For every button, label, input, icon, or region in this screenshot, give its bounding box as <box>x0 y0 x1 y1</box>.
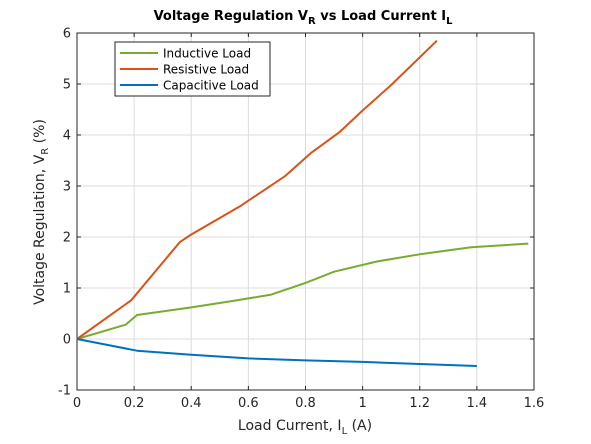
y-axis-label: Voltage Regulation, VR (%) <box>32 119 51 305</box>
x-tick-label: 1.4 <box>467 396 488 411</box>
xlabel-tail: (A) <box>347 418 372 434</box>
xlabel-main: Load Current, I <box>238 418 342 434</box>
legend-label-inductive-load: Inductive Load <box>163 47 251 61</box>
series-lines <box>76 39 529 367</box>
series-line-capacitive-load <box>76 338 477 367</box>
y-tick-label: 4 <box>63 129 71 144</box>
title-sub-l: L <box>446 16 453 27</box>
ylabel-sub: R <box>40 148 51 155</box>
chart-legend: Inductive Load Resistive Load Capacitive L… <box>114 41 271 97</box>
x-tick-label: 0 <box>73 396 81 411</box>
series-line-resistive-load <box>76 39 438 340</box>
x-tick-label: 1.2 <box>409 396 430 411</box>
y-tick-label: 0 <box>63 333 71 348</box>
y-tick-label: -1 <box>58 384 71 399</box>
legend-label-capacitive-load: Capacitive Load <box>163 79 259 93</box>
title-main: Voltage Regulation V <box>154 9 308 24</box>
x-tick-label: 1.6 <box>524 396 545 411</box>
y-tick-label: 1 <box>63 282 71 297</box>
x-tick-label: 0.4 <box>181 396 202 411</box>
series-line-inductive-load <box>76 242 529 340</box>
y-tick-label: 3 <box>63 180 71 195</box>
legend-label-resistive-load: Resistive Load <box>163 63 249 77</box>
y-tick-label: 5 <box>63 78 71 93</box>
xlabel-sub: L <box>342 426 348 437</box>
x-axis-label: Load Current, IL (A) <box>238 418 372 437</box>
ylabel-tail: (%) <box>32 119 48 148</box>
x-tick-label: 0.6 <box>238 396 259 411</box>
title-mid: vs Load Current I <box>316 9 446 24</box>
title-sub-r: R <box>308 16 316 27</box>
chart-title: Voltage Regulation VR vs Load Current IL <box>154 9 454 27</box>
x-tick-label: 1 <box>358 396 366 411</box>
x-tick-label: 0.2 <box>124 396 145 411</box>
y-tick-label: 2 <box>63 231 71 246</box>
x-tick-label: 0.8 <box>295 396 316 411</box>
ylabel-main: Voltage Regulation, V <box>32 154 48 305</box>
y-tick-label: 6 <box>63 27 71 42</box>
